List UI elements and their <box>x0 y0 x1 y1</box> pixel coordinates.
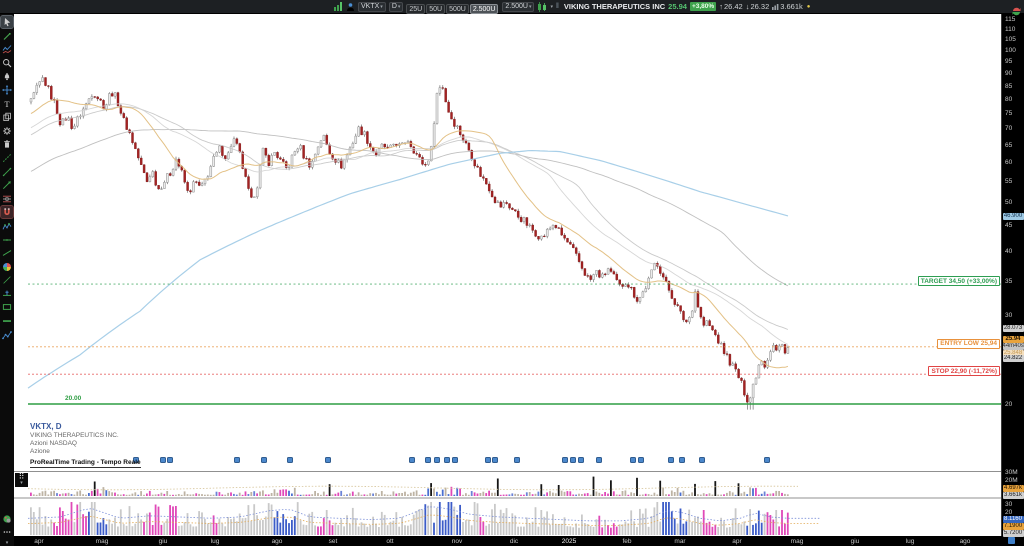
pencil-icon <box>3 32 11 40</box>
platform-branding: ProRealTime Trading - Tempo Reale <box>30 459 141 468</box>
arrow-up-icon: ↑ <box>719 2 723 11</box>
symbol-label: VKTX <box>361 2 380 10</box>
arrow-down-icon: ↓ <box>745 2 750 11</box>
signal-strength-icon <box>334 2 343 11</box>
dashed-icon <box>2 153 12 162</box>
layout-icon[interactable]: ‖ <box>556 3 559 10</box>
timeframe-selector[interactable]: D ▾ <box>388 1 404 12</box>
segment-icon <box>2 167 12 176</box>
chart-type-icon[interactable] <box>537 1 547 12</box>
fib-icon <box>3 195 11 202</box>
connection-icon[interactable] <box>1012 3 1021 21</box>
alerts-tool[interactable] <box>1 70 13 82</box>
quantity-button-25U[interactable]: 25U <box>406 4 426 14</box>
session-high: ↑ 26.42 <box>719 2 743 11</box>
top-toolbar: VKTX ▾ D ▾ 25U 50U 500U 2.500U 2.500U ▾ ▾ ‖ VI… <box>0 0 1024 16</box>
status-dot: ● <box>806 3 811 10</box>
delete-tool[interactable] <box>1 138 13 150</box>
path-tool[interactable] <box>1 329 13 341</box>
cursor-icon <box>4 18 11 27</box>
settings-tool[interactable] <box>1 125 13 137</box>
move-icon <box>2 84 12 95</box>
volume-bars-icon <box>772 4 779 10</box>
measure-tool[interactable] <box>1 288 13 300</box>
path-icon <box>2 330 12 339</box>
instrument-info-block: VKTX, D VIKING THERAPEUTICS INC. Azioni … <box>30 422 141 468</box>
chart-type-caret[interactable]: ▾ <box>550 3 553 10</box>
trendline-dashed-tool[interactable] <box>1 152 13 164</box>
account-icon[interactable] <box>346 2 355 11</box>
hline-icon <box>3 238 11 241</box>
fibonacci-tool[interactable] <box>1 193 13 205</box>
thick-icon <box>3 320 11 322</box>
thick-line-tool[interactable] <box>1 315 13 327</box>
quantity-button-group: 25U 50U 500U 2.500U <box>406 0 499 16</box>
quantity-dropdown[interactable]: 2.500U ▾ <box>502 1 535 12</box>
magnet-icon <box>4 208 10 216</box>
text-icon: T <box>4 99 10 109</box>
instrument-name: VIKING THERAPEUTICS INC <box>563 2 666 11</box>
instrument-type: Azione <box>30 448 50 455</box>
quantity-button-50U[interactable]: 50U <box>426 4 446 14</box>
bell-icon <box>4 73 10 81</box>
timeframe-label: D <box>391 2 397 10</box>
segment-tool[interactable] <box>1 166 13 178</box>
change-badge: +3,80% <box>689 2 717 11</box>
pan-tool[interactable] <box>1 84 13 96</box>
measure-icon <box>3 290 11 296</box>
color-wheel-tool[interactable] <box>1 261 13 273</box>
cursor-tool[interactable] <box>0 15 14 29</box>
oblique-line-tool[interactable] <box>1 274 13 286</box>
quantity-button-500U[interactable]: 500U <box>446 4 469 14</box>
svg-text:T: T <box>4 99 10 109</box>
chart-title: VKTX, D <box>30 422 62 431</box>
zoom-icon <box>3 58 12 68</box>
trend-icon <box>2 250 12 256</box>
drawing-toolbar: T ▾ <box>0 14 14 546</box>
pattern-tool[interactable] <box>1 220 13 232</box>
last-price: 25.94 <box>668 2 687 11</box>
calendar-icon[interactable] <box>1008 537 1015 544</box>
magnet-tool[interactable] <box>0 205 14 220</box>
arrow-line-tool[interactable] <box>1 179 13 191</box>
wheel-icon <box>3 262 11 271</box>
instrument-market: Azioni NASDAQ <box>30 440 77 447</box>
more-icon <box>3 531 11 534</box>
duplicate-tool[interactable] <box>1 111 13 123</box>
rect-icon <box>2 304 12 311</box>
toolbar-expand-caret[interactable]: ▾ <box>5 540 9 546</box>
zoom-tool[interactable] <box>1 57 13 69</box>
badge-icon <box>3 515 11 523</box>
more-tools-button[interactable] <box>1 526 13 538</box>
oblique-icon <box>3 276 11 284</box>
arrow-icon <box>2 181 11 190</box>
volume-readout: 3.661k <box>772 2 803 11</box>
quantity-button-2.500U[interactable]: 2.500U <box>469 4 499 14</box>
copy-icon <box>3 112 11 122</box>
gear-icon <box>3 126 11 135</box>
trash-icon <box>4 140 10 148</box>
instrument-fullname: VIKING THERAPEUTICS INC. <box>30 432 119 439</box>
pattern-icon <box>2 222 12 230</box>
session-low: ↓ 26.32 <box>745 2 770 11</box>
rectangle-tool[interactable] <box>1 301 13 313</box>
draw-pencil-tool[interactable] <box>1 30 13 42</box>
indicators-icon <box>2 45 12 54</box>
text-tool[interactable]: T <box>1 98 13 110</box>
horizontal-line-tool[interactable] <box>1 234 13 246</box>
indicators-tool[interactable] <box>1 43 13 55</box>
platform-badge[interactable] <box>1 513 13 525</box>
trend-line-tool[interactable] <box>1 247 13 259</box>
panel-menu-button[interactable]: ⠿ ▾ <box>15 472 28 487</box>
symbol-selector[interactable]: VKTX ▾ <box>358 1 386 12</box>
